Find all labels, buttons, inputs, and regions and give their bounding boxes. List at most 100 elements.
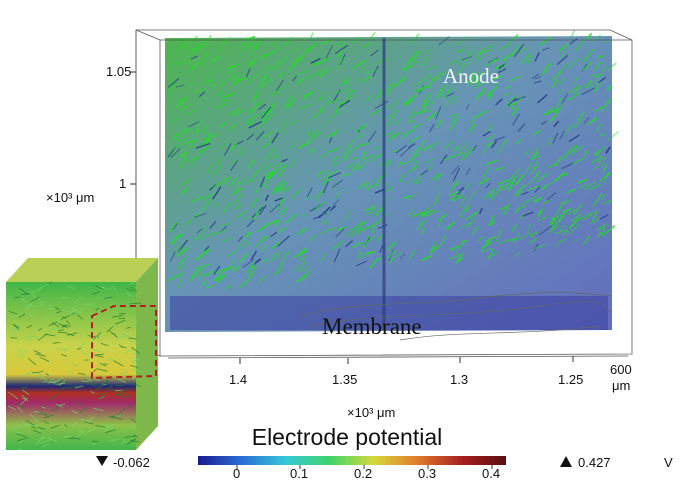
streamline-segment [219,222,230,228]
streamline-segment [169,251,176,262]
streamline-segment [542,47,550,51]
streamline-segment [168,81,176,94]
streamline-segment [219,139,231,150]
streamline-segment [472,144,477,152]
inset-streamline-segment [79,407,88,413]
streamline-segment [211,133,220,138]
streamline-segment [310,147,315,155]
inset-streamline-segment [79,349,90,357]
streamline-segment [179,154,188,169]
streamline-segment [229,176,239,187]
streamline-segment [331,160,339,168]
streamline-segment [190,55,198,60]
streamline-segment [478,207,483,215]
streamline-segment [291,47,298,54]
streamline-segment [567,84,580,95]
colorbar-unit: V [664,455,673,470]
streamline-segment [511,105,520,116]
streamline-segment [209,220,217,229]
up-triangle-icon [560,456,572,467]
streamline-segment [398,160,403,167]
streamline-segment [490,192,496,202]
inset-streamline-segment [90,390,95,394]
streamline-segment [335,228,345,238]
inset-streamline-segment [37,376,48,381]
streamline-segment [176,128,187,143]
inset-streamline-segment [98,364,104,367]
streamline-segment [554,97,563,113]
streamline-segment [259,117,271,127]
inset-streamline-segment [39,356,50,362]
streamline-segment [335,100,343,114]
streamline-segment [344,77,349,86]
vertical-tick-2: 1 [119,176,127,191]
streamline-segment [373,256,381,263]
inset-streamline-segment [93,353,104,356]
streamline-segment [186,82,195,87]
inset-streamline-segment [24,301,34,310]
streamline-segment [557,61,569,75]
streamline-segment [307,133,316,144]
streamline-segment [395,252,402,258]
inset-streamline-segment [105,384,113,390]
streamline-segment [582,213,594,222]
vertical-axis-unit: ×10³ μm [46,190,95,205]
streamline-segment [533,129,541,135]
streamline-segment [203,132,212,141]
inset-streamline-segment [56,347,66,352]
streamline-segment [251,197,259,208]
streamline-segment [233,78,240,86]
streamline-segment [482,192,491,201]
streamline-segment [290,119,299,126]
streamline-segment [368,109,381,116]
inset-streamline-segment [129,440,140,443]
streamline-segment [200,279,208,287]
streamline-segment [336,226,346,232]
streamline-segment [558,209,568,223]
streamline-segment [450,59,457,65]
streamline-segment [193,43,203,53]
inset-streamline-segment [20,337,32,342]
streamline-segment [202,192,215,202]
streamline-segment [182,137,189,142]
streamline-segment [601,99,612,113]
streamline-segment [437,119,442,129]
inset-streamline-segment [121,346,127,349]
streamline-segment [434,89,445,101]
streamline-segment [360,250,371,259]
streamline-segment [435,173,443,182]
streamline-segment [229,258,236,270]
streamline-segment [456,36,467,46]
streamline-segment [303,90,315,98]
streamline-segment [474,80,488,89]
streamline-segment [178,59,192,66]
inset-streamline-segment [119,440,130,445]
streamline-segment [322,119,330,128]
inset-streamline-segment [16,349,22,353]
streamline-segment [572,238,579,243]
inset-streamline-segment [61,296,69,299]
streamline-segment [223,143,232,156]
inset-streamline-segment [81,380,89,383]
streamline-segment [344,209,352,222]
inset-streamline-segment [26,325,32,329]
inset-streamline-segment [54,306,60,311]
streamline-segment [288,141,297,151]
streamline-segment [362,42,370,49]
streamline-segment [229,122,237,132]
streamline-segment [267,220,279,226]
inset-streamline-segment [28,358,37,366]
streamline-segment [301,269,312,278]
inset-streamline-segment [41,406,46,409]
streamline-segment [312,129,319,135]
streamline-segment [367,184,373,191]
streamline-segment [242,258,255,268]
streamline-segment [534,51,540,62]
streamline-segment [528,237,537,244]
streamline-segment [593,149,601,156]
streamline-segment [549,224,560,234]
streamline-segment [326,92,332,101]
streamline-segment [288,58,296,73]
streamline-segment [332,128,339,138]
inset-streamline-segment [127,438,137,445]
